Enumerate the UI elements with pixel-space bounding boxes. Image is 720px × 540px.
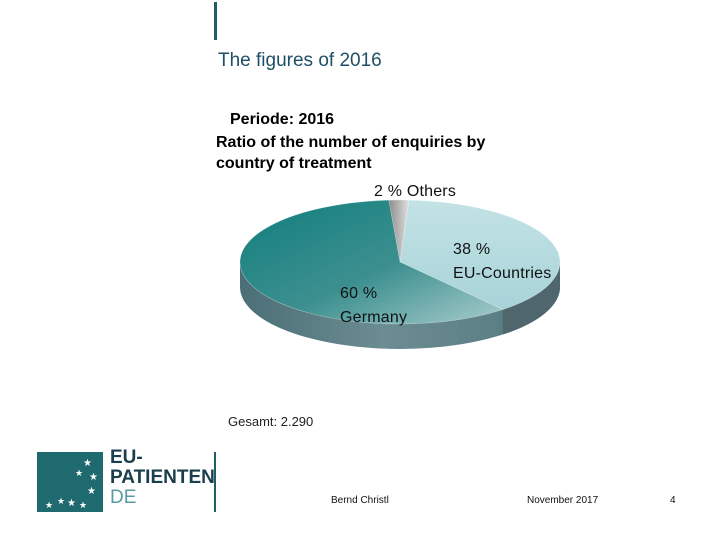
svg-text:★: ★	[45, 501, 53, 511]
pie-slices	[239, 199, 561, 325]
chart-title: Ratio of the number of enquiries by coun…	[216, 134, 486, 172]
pie-side-wall	[240, 262, 560, 349]
chart-period: Periode: 2016	[230, 111, 335, 128]
page-title: The figures of 2016	[218, 50, 382, 71]
pie-slice-others	[388, 199, 410, 263]
accent-bar	[214, 2, 217, 40]
logo-wordmark: EU- PATIENTEN DE	[110, 447, 215, 508]
logo-star-mark: ★ ★ ★ ★ ★ ★ ★ ★	[37, 452, 103, 512]
footer-page-number: 4	[670, 495, 676, 506]
total-count: Gesamt: 2.290	[228, 414, 314, 429]
pie-slice-eu-countries	[399, 199, 561, 310]
svg-text:★: ★	[87, 486, 96, 497]
svg-text:★: ★	[75, 469, 83, 479]
svg-text:★: ★	[89, 472, 98, 483]
pie-slice-germany	[239, 199, 504, 325]
footer-date: November 2017	[527, 495, 599, 506]
stars-icon: ★ ★ ★ ★ ★ ★ ★ ★	[45, 458, 98, 511]
pie-side-surface	[240, 262, 560, 349]
svg-text:★: ★	[79, 501, 87, 511]
svg-text:★: ★	[67, 498, 76, 509]
footer-author: Bernd Christl	[331, 495, 389, 506]
data-label-germany: 60 % Germany	[340, 285, 408, 326]
svg-text:★: ★	[57, 497, 65, 507]
logo-divider	[214, 452, 216, 512]
data-label-eu-countries: 38 % EU-Countries	[453, 241, 552, 282]
data-label-others: 2 % Others	[374, 183, 457, 200]
svg-text:★: ★	[83, 458, 92, 469]
pie-side-eu-edge	[502, 262, 560, 335]
